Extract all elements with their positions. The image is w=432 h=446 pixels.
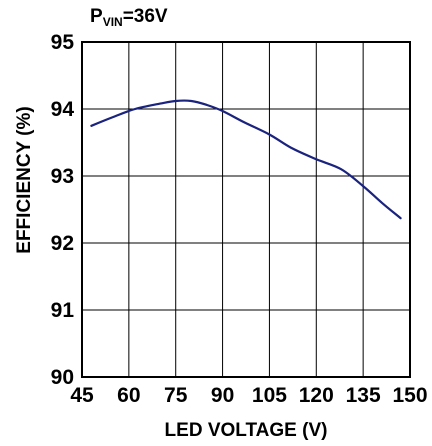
- grid-lines: [82, 42, 410, 377]
- y-tick-label: 92: [51, 232, 74, 255]
- x-tick-label: 120: [299, 384, 334, 407]
- x-tick-label: 105: [252, 384, 287, 407]
- x-tick-label: 90: [211, 384, 234, 407]
- y-tick-label: 95: [51, 31, 75, 54]
- plot-frame: [81, 41, 411, 378]
- x-tick-label: 150: [392, 384, 427, 407]
- efficiency-series-line: [90, 99, 402, 220]
- x-tick-label: 60: [117, 384, 140, 407]
- y-tick-label: 90: [51, 366, 74, 389]
- x-tick-label: 75: [164, 384, 188, 407]
- y-tick-label: 94: [51, 98, 75, 121]
- condition-prefix: P: [90, 6, 103, 27]
- condition-suffix: =36V: [123, 6, 168, 27]
- x-axis-tick-labels: 45 60 75 90 105 120 135 150: [70, 384, 427, 407]
- y-axis-label: EFFICIENCY (%): [14, 106, 35, 253]
- y-axis-tick-labels: 90 91 92 93 94 95: [51, 31, 75, 389]
- y-tick-label: 91: [51, 299, 75, 322]
- condition-subscript: VIN: [103, 15, 123, 29]
- operating-condition: PVIN=36V: [90, 6, 168, 29]
- x-axis-label: LED VOLTAGE (V): [165, 420, 328, 441]
- y-tick-label: 93: [51, 165, 74, 188]
- x-tick-label: 135: [346, 384, 381, 407]
- x-tick-label: 45: [70, 384, 94, 407]
